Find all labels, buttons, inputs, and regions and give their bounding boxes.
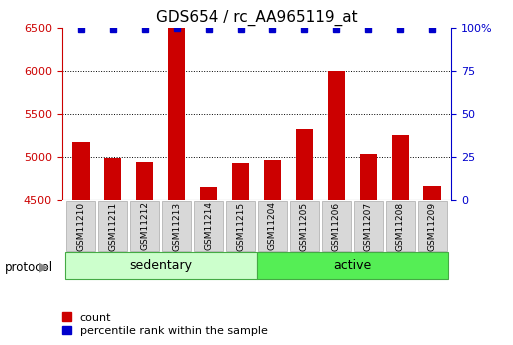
- FancyBboxPatch shape: [162, 201, 191, 251]
- Text: GSM11213: GSM11213: [172, 201, 181, 250]
- Bar: [72, 142, 90, 200]
- FancyBboxPatch shape: [386, 201, 415, 251]
- Text: GSM11211: GSM11211: [108, 201, 117, 250]
- FancyBboxPatch shape: [194, 201, 223, 251]
- FancyBboxPatch shape: [66, 201, 95, 251]
- Text: active: active: [333, 259, 371, 272]
- FancyBboxPatch shape: [98, 201, 127, 251]
- Title: GDS654 / rc_AA965119_at: GDS654 / rc_AA965119_at: [155, 10, 358, 26]
- Text: sedentary: sedentary: [129, 259, 192, 272]
- Bar: [168, 28, 185, 200]
- FancyBboxPatch shape: [322, 201, 351, 251]
- Bar: [295, 128, 313, 200]
- FancyBboxPatch shape: [65, 253, 256, 279]
- Bar: [104, 158, 122, 200]
- Text: protocol: protocol: [5, 261, 53, 274]
- Text: GSM11206: GSM11206: [332, 201, 341, 250]
- Bar: [423, 186, 441, 200]
- Bar: [200, 187, 218, 200]
- FancyBboxPatch shape: [258, 201, 287, 251]
- Bar: [264, 160, 281, 200]
- Text: GSM11215: GSM11215: [236, 201, 245, 250]
- Text: GSM11210: GSM11210: [76, 201, 85, 250]
- Text: GSM11204: GSM11204: [268, 201, 277, 250]
- Text: GSM11212: GSM11212: [140, 201, 149, 250]
- Text: GSM11209: GSM11209: [428, 201, 437, 250]
- FancyBboxPatch shape: [290, 201, 319, 251]
- FancyBboxPatch shape: [226, 201, 255, 251]
- Text: GSM11205: GSM11205: [300, 201, 309, 250]
- FancyBboxPatch shape: [354, 201, 383, 251]
- Bar: [328, 71, 345, 200]
- FancyBboxPatch shape: [418, 201, 447, 251]
- FancyBboxPatch shape: [256, 253, 448, 279]
- Bar: [391, 135, 409, 200]
- Legend: count, percentile rank within the sample: count, percentile rank within the sample: [62, 313, 268, 336]
- Text: GSM11208: GSM11208: [396, 201, 405, 250]
- FancyBboxPatch shape: [130, 201, 159, 251]
- Bar: [360, 154, 377, 200]
- Bar: [232, 163, 249, 200]
- Text: GSM11207: GSM11207: [364, 201, 373, 250]
- Text: ▶: ▶: [39, 261, 48, 274]
- Text: GSM11214: GSM11214: [204, 201, 213, 250]
- Bar: [136, 162, 153, 200]
